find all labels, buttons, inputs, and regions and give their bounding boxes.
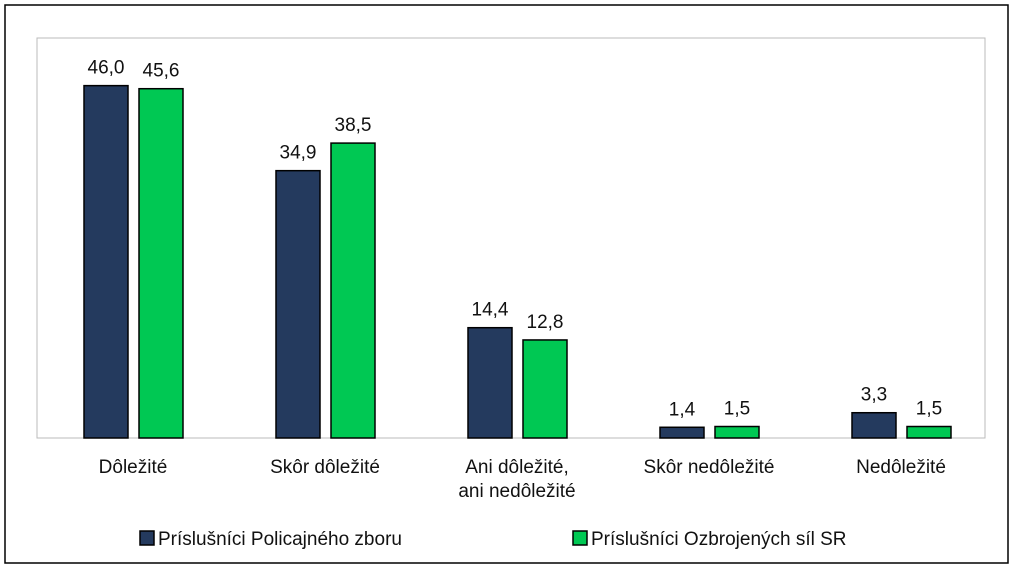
- bar: [275, 169, 321, 439]
- bar: [906, 425, 952, 439]
- legend-label: Príslušníci Ozbrojených síl SR: [591, 529, 847, 550]
- value-label: 34,9: [280, 143, 317, 164]
- bar: [330, 142, 376, 439]
- x-tick-label: Skôr nedôležité: [643, 457, 775, 478]
- bar: [83, 84, 129, 439]
- value-label: 1,4: [669, 399, 696, 420]
- bar: [714, 425, 760, 439]
- legend-swatch: [572, 530, 588, 546]
- frame: [4, 4, 1009, 564]
- x-tick-label: Ani dôležité, ani nedôležité: [458, 457, 576, 502]
- bar: [138, 87, 184, 439]
- bar: [851, 411, 897, 439]
- x-tick-label: Nedôležité: [856, 457, 946, 478]
- value-label: 38,5: [335, 115, 372, 136]
- x-tick-label: Skôr dôležité: [270, 457, 380, 478]
- value-label: 1,5: [724, 399, 750, 420]
- legend-swatch: [139, 530, 155, 546]
- value-label: 45,6: [143, 61, 180, 82]
- bar: [467, 326, 513, 439]
- x-tick-label: Dôležité: [98, 457, 168, 478]
- bar: [659, 426, 705, 439]
- value-label: 12,8: [527, 312, 564, 333]
- value-label: 3,3: [861, 385, 887, 406]
- value-label: 1,5: [916, 399, 942, 420]
- bar: [522, 339, 568, 439]
- value-label: 46,0: [88, 58, 125, 79]
- legend-label: Príslušníci Policajného zboru: [158, 529, 402, 550]
- value-label: 14,4: [472, 300, 509, 321]
